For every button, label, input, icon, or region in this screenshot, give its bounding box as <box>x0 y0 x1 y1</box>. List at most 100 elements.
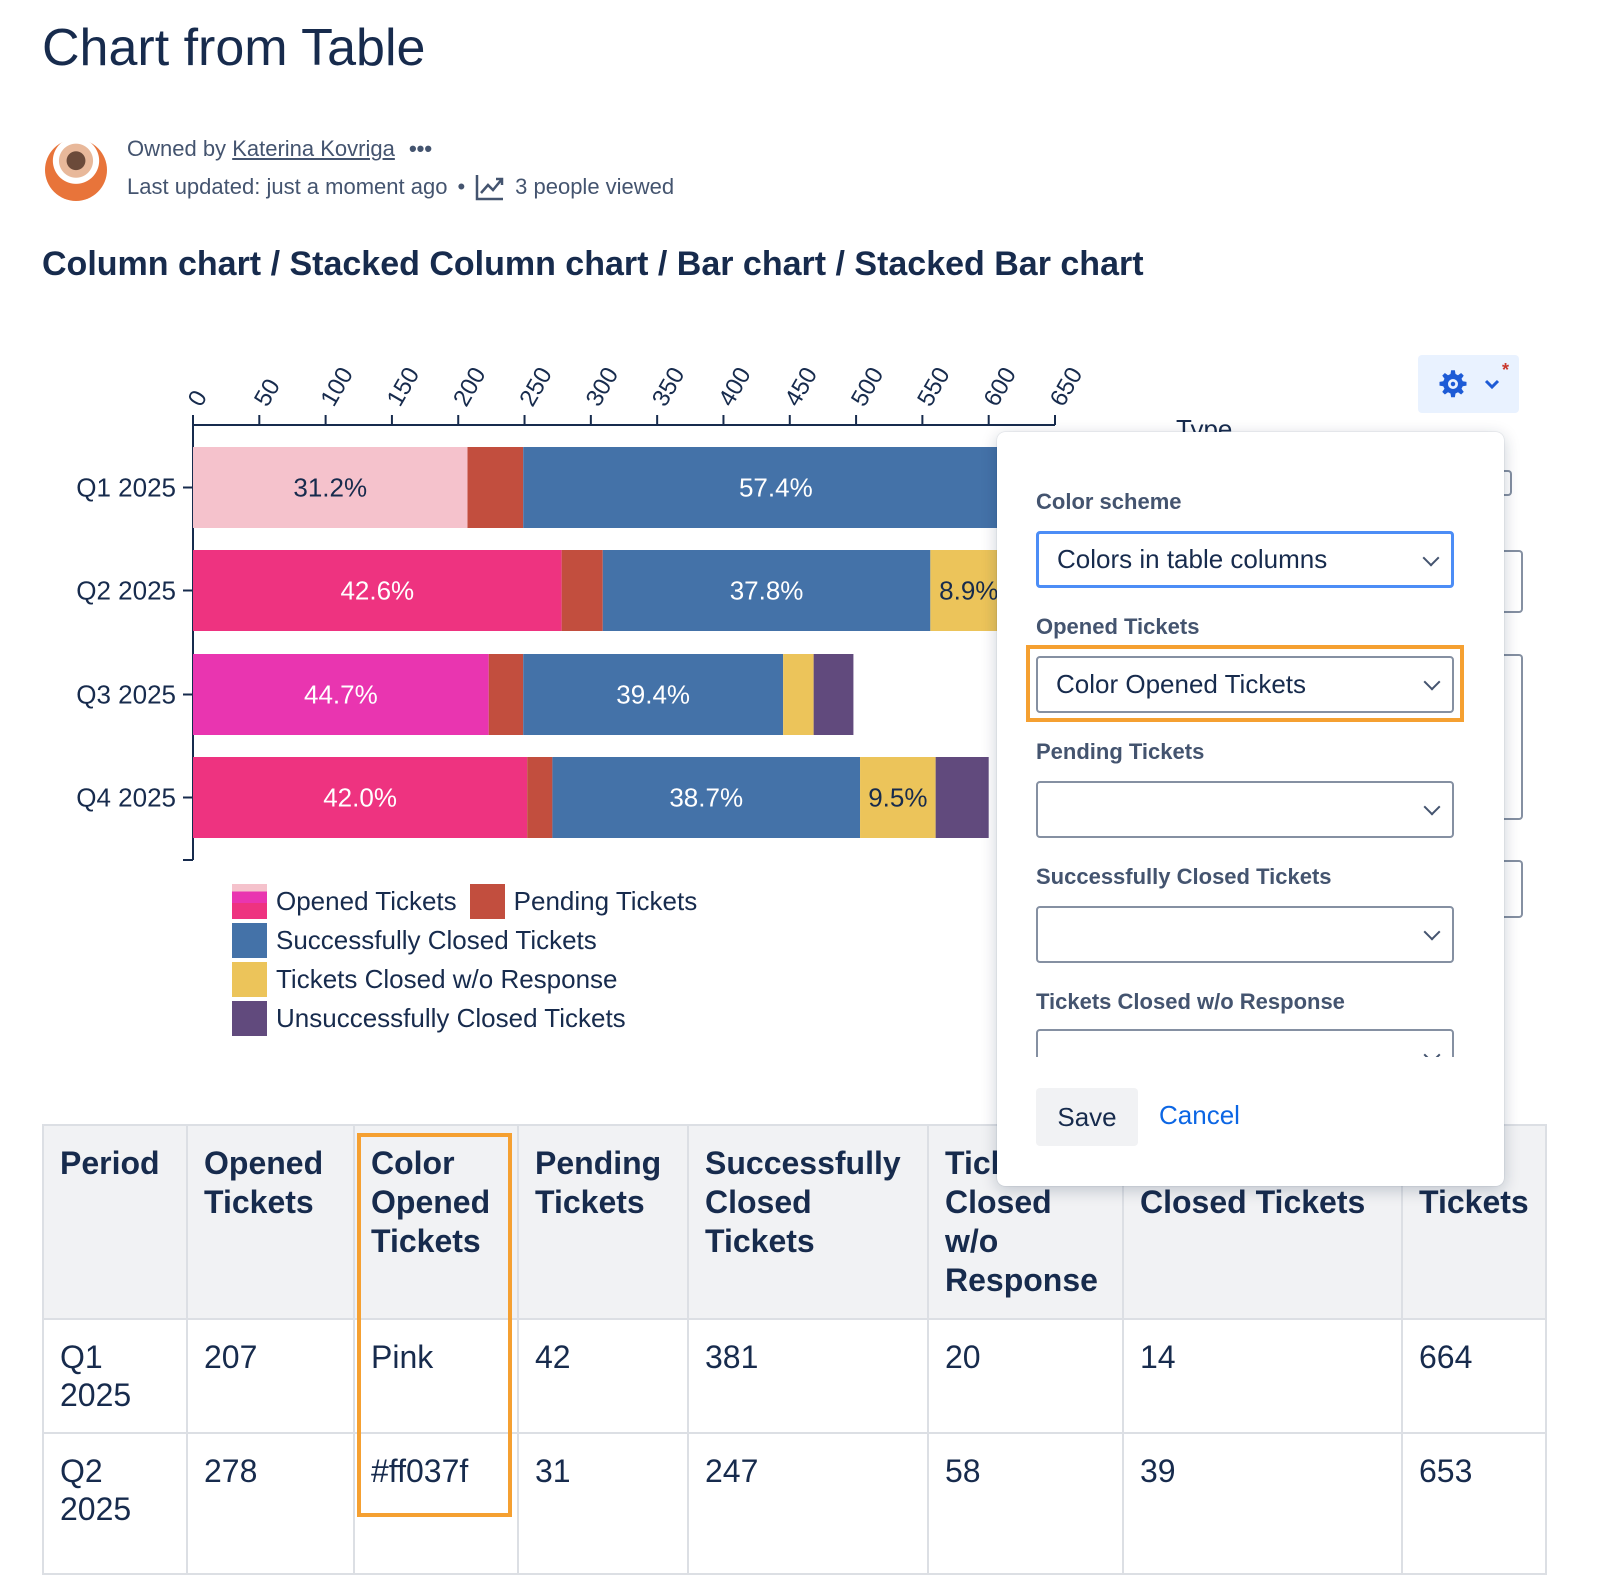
x-tick-label: 200 <box>448 363 491 411</box>
table-cell: 20 <box>927 1318 1124 1434</box>
column-header[interactable]: Period <box>42 1124 188 1320</box>
legend-swatch <box>232 923 267 958</box>
legend-label[interactable]: Unsuccessfully Closed Tickets <box>276 1003 626 1033</box>
owner-prefix: Owned by <box>127 136 227 161</box>
color-scheme-label: Color scheme <box>1036 489 1182 514</box>
legend-row: Tickets Closed w/o Response <box>232 960 697 999</box>
y-tick-label: Q2 2025 <box>76 576 176 606</box>
data-label: 31.2% <box>293 473 367 503</box>
field-label: Pending Tickets <box>1036 739 1205 764</box>
legend-swatch <box>232 962 267 997</box>
column-header[interactable]: Successfully Closed Tickets <box>687 1124 929 1320</box>
chart-legend: Opened Tickets Pending Tickets Successfull… <box>232 882 697 1038</box>
bar-segment <box>552 757 861 838</box>
x-tick-label: 650 <box>1045 363 1088 411</box>
bar-segment <box>527 757 553 838</box>
table-row: Q1 2025 207 Pink 42 381 20 14 664 <box>42 1318 1547 1434</box>
legend-row: Successfully Closed Tickets <box>232 921 697 960</box>
table-cell: 14 <box>1122 1318 1403 1434</box>
data-label: 39.4% <box>616 680 690 710</box>
bar-segment <box>561 550 603 631</box>
x-tick-label: 300 <box>581 363 624 411</box>
x-tick-label: 0 <box>183 386 213 411</box>
table-cell: 247 <box>687 1432 929 1575</box>
legend-label[interactable]: Opened Tickets <box>276 886 457 916</box>
data-label: 38.7% <box>669 783 743 813</box>
more-actions-icon[interactable]: ••• <box>408 136 433 161</box>
section-heading: Column chart / Stacked Column chart / Ba… <box>42 245 1144 283</box>
hidden-select <box>1490 550 1523 613</box>
bar-segment <box>783 654 814 735</box>
unsaved-asterisk-icon: * <box>1502 360 1510 380</box>
table-cell: 207 <box>186 1318 355 1434</box>
chevron-down-icon <box>1423 798 1441 816</box>
x-tick-label: 450 <box>780 363 823 411</box>
x-tick-label: 550 <box>912 363 955 411</box>
cancel-button[interactable]: Cancel <box>1159 1100 1240 1130</box>
table-row: Q2 2025 278 #ff037f 31 247 58 39 653 <box>42 1432 1547 1575</box>
color-scheme-select[interactable]: Colors in table columns <box>1036 531 1454 588</box>
bar-segment <box>193 550 562 631</box>
table-cell: 278 <box>186 1432 355 1575</box>
table-cell: #ff037f <box>353 1432 519 1575</box>
owner-link[interactable]: Katerina Kovriga <box>232 136 395 161</box>
column-header[interactable]: Color Opened Tickets <box>353 1124 519 1320</box>
field-label: Opened Tickets <box>1036 614 1200 639</box>
data-label: 57.4% <box>739 473 813 503</box>
highlight-opened-select <box>1026 645 1464 722</box>
y-tick-label: Q1 2025 <box>76 473 176 503</box>
separator: • <box>457 174 466 199</box>
last-updated: Last updated: just a moment ago <box>127 174 448 199</box>
legend-swatch <box>469 884 505 919</box>
highlight-color-column <box>357 1133 512 1517</box>
x-tick-label: 600 <box>979 363 1022 411</box>
data-table: Period Opened Tickets Color Opened Tickets… <box>42 1124 1547 1575</box>
table-cell: 58 <box>927 1432 1124 1575</box>
bar-segment <box>193 654 489 735</box>
viewers-link[interactable]: 3 people viewed <box>515 174 675 199</box>
legend-label[interactable]: Tickets Closed w/o Response <box>276 964 618 994</box>
chart-settings-button[interactable] <box>1418 355 1519 413</box>
data-label: 44.7% <box>304 680 378 710</box>
pending-tickets-color-select[interactable] <box>1036 781 1454 838</box>
legend-swatch <box>232 1001 267 1036</box>
table-cell: Q1 2025 <box>42 1318 188 1434</box>
opened-tickets-color-select[interactable]: Color Opened Tickets <box>1036 656 1454 713</box>
y-tick-label: Q3 2025 <box>76 680 176 710</box>
data-label: 8.9% <box>939 576 998 606</box>
avatar[interactable] <box>45 139 107 201</box>
column-header[interactable]: Opened Tickets <box>186 1124 355 1320</box>
data-label: 42.0% <box>323 783 397 813</box>
chevron-down-icon <box>1484 379 1499 390</box>
page-title: Chart from Table <box>42 19 426 77</box>
stacked-bar-chart: 0 50 100 150 200 250 300 350 400 450 500 550 600 650 Q… <box>76 363 1088 861</box>
chevron-down-icon <box>1422 549 1440 567</box>
bar-segment <box>930 550 1008 631</box>
field-label: Tickets Closed w/o Response <box>1036 989 1345 1014</box>
x-tick-label: 100 <box>315 363 358 411</box>
bar-segment <box>467 447 524 528</box>
bar-segment <box>813 654 854 735</box>
page-meta: Last updated: just a moment ago • 3 peop… <box>127 173 674 201</box>
legend-label[interactable]: Successfully Closed Tickets <box>276 925 597 955</box>
hidden-control <box>1500 470 1512 496</box>
analytics-icon <box>475 175 504 201</box>
closed-tickets-color-select[interactable] <box>1036 906 1454 963</box>
x-tick-label: 400 <box>713 363 756 411</box>
legend-swatch <box>232 884 267 919</box>
chart-settings-popover: Color scheme Colors in table columns Ope… <box>997 432 1504 1186</box>
wo-response-color-select[interactable] <box>1036 1029 1454 1057</box>
hidden-input <box>1490 860 1523 918</box>
data-label: 42.6% <box>340 576 414 606</box>
select-value: Color Opened Tickets <box>1056 669 1307 699</box>
x-tick-label: 500 <box>846 363 889 411</box>
table-cell: Pink <box>353 1318 519 1434</box>
legend-label[interactable]: Pending Tickets <box>513 886 698 916</box>
bar-segment <box>602 550 931 631</box>
bar-segment <box>488 654 524 735</box>
chevron-down-icon <box>1423 923 1441 941</box>
x-tick-label: 50 <box>249 374 286 411</box>
column-header[interactable]: Pending Tickets <box>517 1124 689 1320</box>
save-button[interactable]: Save <box>1036 1088 1138 1146</box>
bar-segment <box>523 447 1029 528</box>
